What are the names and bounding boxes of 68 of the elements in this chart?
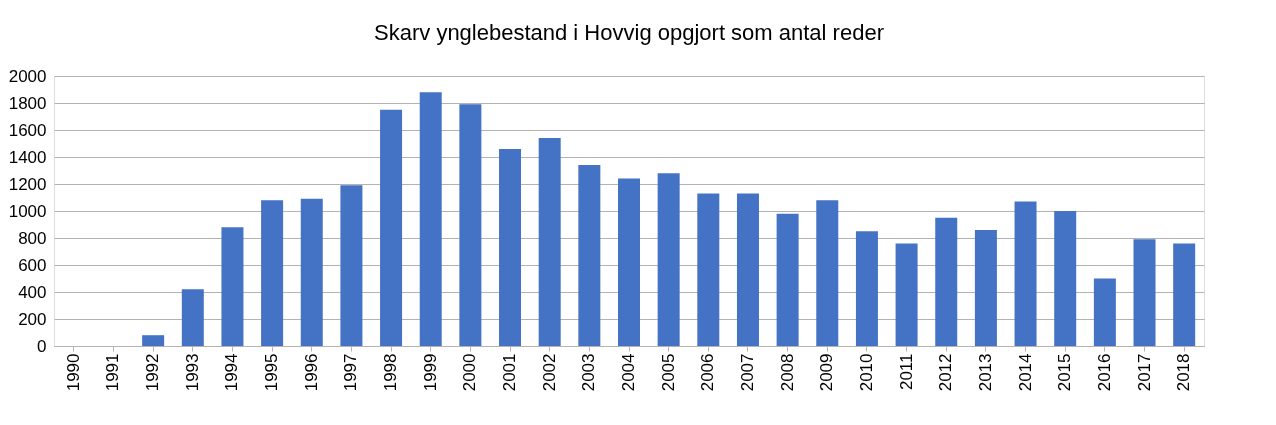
x-tick-label: 1993 [182, 353, 202, 392]
x-tick-label: 2003 [579, 353, 599, 392]
y-tick-label: 200 [18, 309, 47, 329]
x-tick-label: 2002 [539, 353, 559, 392]
bar [499, 148, 522, 346]
bar [895, 243, 918, 346]
y-tick-label: 1600 [8, 120, 47, 140]
x-tick-label: 2013 [975, 353, 995, 392]
bar [974, 229, 997, 346]
x-tick-label: 2012 [936, 353, 956, 392]
y-tick-label: 2000 [8, 66, 47, 86]
x-tick-label: 1994 [222, 353, 242, 392]
bar [419, 92, 442, 346]
bar [340, 185, 363, 346]
x-tick-label: 1996 [301, 353, 321, 392]
x-tick-label: 1995 [262, 353, 282, 392]
x-tick-label: 2014 [1015, 353, 1035, 392]
x-tick-label: 2011 [896, 353, 916, 391]
bar [657, 173, 680, 346]
bar [855, 231, 878, 346]
y-tick-label: 1000 [8, 201, 47, 221]
bar [618, 178, 640, 346]
bar [181, 289, 204, 346]
x-tick-label: 1997 [341, 353, 361, 392]
bar [1054, 211, 1077, 346]
x-tick-label: 2005 [658, 353, 678, 392]
bar [578, 165, 601, 346]
bar [736, 193, 759, 346]
x-tick-label: 2017 [1134, 353, 1154, 392]
x-tick-label: 2001 [500, 353, 520, 392]
x-tick-label: 2010 [856, 353, 876, 392]
bar [697, 193, 720, 346]
x-tick-label: 2015 [1055, 353, 1075, 392]
bar [1093, 278, 1116, 346]
bar [261, 200, 284, 346]
x-tick-label: 2016 [1094, 353, 1114, 392]
x-tick-label: 2004 [619, 353, 638, 392]
y-tick-label: 400 [18, 282, 47, 302]
bar [300, 198, 323, 346]
y-tick-label: 1800 [8, 93, 47, 113]
bar [816, 200, 839, 346]
x-tick-label: 1998 [381, 353, 401, 392]
bar [1133, 239, 1156, 346]
bar [380, 109, 403, 346]
bar [1173, 243, 1196, 346]
bar [459, 104, 482, 346]
x-tick-label: 2007 [737, 353, 757, 392]
x-tick-label: 1991 [103, 353, 123, 392]
x-tick-label: 2009 [817, 353, 837, 392]
bar [221, 227, 244, 346]
y-tick-label: 1400 [8, 147, 47, 167]
chart-title: Skarv ynglebestand i Hovvig opgjort som antal reder [374, 20, 884, 45]
y-tick-label: 0 [37, 336, 47, 356]
x-tick-label: 1992 [143, 353, 163, 392]
bar [935, 217, 958, 346]
bar [538, 138, 561, 346]
y-tick-label: 1200 [8, 174, 47, 194]
x-tick-label: 1990 [63, 353, 83, 392]
x-tick-label: 2008 [777, 353, 797, 392]
x-tick-label: 2006 [698, 353, 718, 392]
x-tick-label: 1999 [420, 353, 440, 392]
bar [776, 213, 799, 346]
y-tick-label: 800 [18, 228, 47, 248]
x-tick-label: 2000 [460, 353, 480, 392]
y-tick-label: 600 [18, 255, 47, 275]
x-tick-label: 2018 [1174, 353, 1194, 392]
bar [142, 335, 165, 346]
bar [1014, 201, 1037, 346]
